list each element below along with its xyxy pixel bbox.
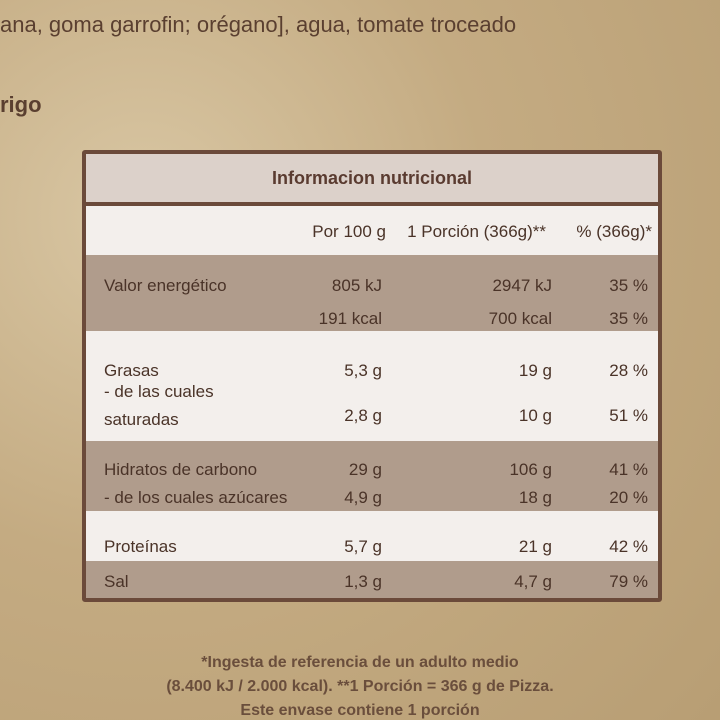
ingredients-text: rigo bbox=[0, 92, 42, 117]
row-band bbox=[86, 441, 658, 511]
cell-value: 2947 kJ bbox=[492, 276, 552, 295]
ingredients-text: ana, goma garrofin; orégano], agua, toma… bbox=[0, 12, 517, 37]
footnote: Este envase contiene 1 porción bbox=[240, 702, 480, 719]
cell-value: 5,7 g bbox=[344, 537, 382, 556]
cell-value: 35 % bbox=[609, 276, 648, 295]
cell-value: 5,3 g bbox=[344, 361, 382, 380]
cell-value: 42 % bbox=[609, 537, 648, 556]
cell-value: 10 g bbox=[518, 406, 552, 425]
cell-value: 51 % bbox=[609, 406, 648, 425]
row-label: - de los cuales azúcares bbox=[104, 488, 288, 507]
cell-value: 35 % bbox=[609, 309, 648, 328]
column-header: 1 Porción (366g)** bbox=[407, 222, 546, 241]
cell-value: 4,7 g bbox=[514, 572, 552, 591]
column-header: Por 100 g bbox=[312, 222, 386, 241]
footnote: *Ingesta de referencia de un adulto medi… bbox=[201, 654, 519, 671]
cell-value: 2,8 g bbox=[344, 406, 382, 425]
table-title: Informacion nutricional bbox=[271, 168, 472, 188]
cell-value: 21 g bbox=[518, 537, 552, 556]
cell-value: 19 g bbox=[518, 361, 552, 380]
column-header: % (366g)* bbox=[576, 222, 652, 241]
cell-value: 29 g bbox=[348, 460, 382, 479]
row-band bbox=[86, 255, 658, 331]
cell-value: 79 % bbox=[609, 572, 648, 591]
cell-value: 28 % bbox=[609, 361, 648, 380]
row-label: Hidratos de carbono bbox=[104, 460, 258, 479]
row-label: Sal bbox=[104, 572, 129, 591]
footnote: (8.400 kJ / 2.000 kcal). **1 Porción = 3… bbox=[166, 678, 554, 695]
row-band bbox=[86, 561, 658, 598]
cell-value: 106 g bbox=[509, 460, 552, 479]
row-label: Grasas bbox=[104, 361, 159, 380]
title-band: Informacion nutricional bbox=[86, 154, 658, 206]
cell-value: 191 kcal bbox=[318, 309, 382, 328]
cell-value: 41 % bbox=[609, 460, 648, 479]
cell-value: 805 kJ bbox=[331, 276, 382, 295]
cell-value: 18 g bbox=[518, 488, 552, 507]
cell-value: 1,3 g bbox=[344, 572, 382, 591]
row-label: Valor energético bbox=[104, 276, 227, 295]
nutrition-table: Informacion nutricional Valor energético… bbox=[82, 150, 662, 602]
row-label: - de las cuales saturadas bbox=[104, 382, 214, 429]
row-label: Proteínas bbox=[104, 537, 177, 556]
cell-value: 4,9 g bbox=[344, 488, 382, 507]
cell-value: 700 kcal bbox=[488, 309, 552, 328]
cell-value: 20 % bbox=[609, 488, 648, 507]
